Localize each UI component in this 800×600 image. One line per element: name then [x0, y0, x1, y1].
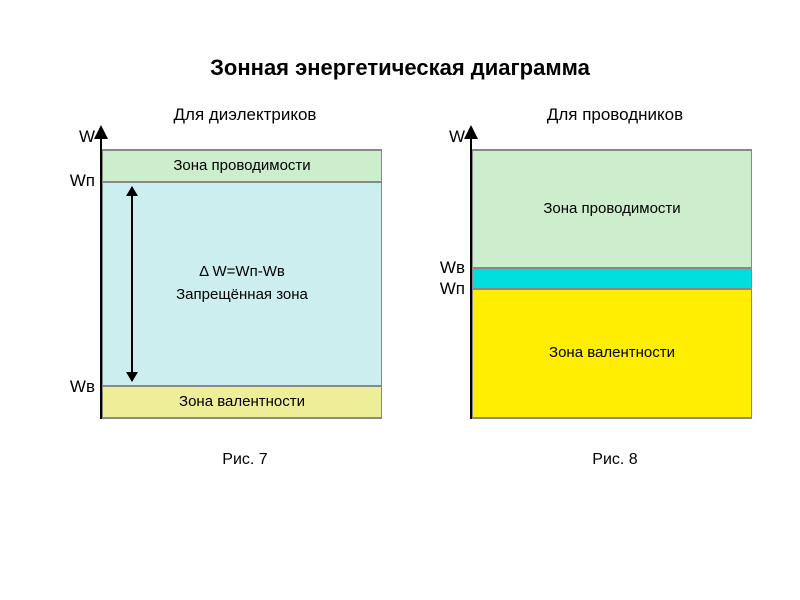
diagram-conductor: Для проводников W Wв Wп Зона проводимост… [420, 105, 760, 469]
axis-label-Wp: Wп [70, 171, 95, 191]
diagram-dielectric: Для диэлектриков W Wп Wв Зона проводимос… [50, 105, 390, 469]
band-gap: Δ W=Wп-Wв Запрещённая зона [103, 182, 381, 386]
bands-container: Зона проводимости Δ W=Wп-Wв Запрещённая … [102, 149, 382, 419]
band-conduction-label: Зона проводимости [173, 155, 310, 178]
band-gap-label: Запрещённая зона [176, 284, 308, 307]
bands-container: Зона проводимости Зона валентности [472, 149, 752, 419]
subtitle-left: Для диэлектриков [100, 105, 390, 125]
band-conduction: Зона проводимости [473, 150, 751, 268]
chart-right: W Wв Wп Зона проводимости Зона валентнос… [420, 129, 760, 439]
band-conduction: Зона проводимости [103, 150, 381, 182]
subtitle-right: Для проводников [470, 105, 760, 125]
y-axis-arrow-icon [94, 125, 108, 139]
band-valence: Зона валентности [473, 289, 751, 418]
band-overlap [473, 268, 751, 289]
band-conduction-label: Зона проводимости [543, 198, 680, 221]
caption-right: Рис. 8 [470, 451, 760, 469]
band-gap-formula: Δ W=Wп-Wв [199, 261, 285, 284]
axis-label-Wv: Wв [440, 258, 465, 278]
axis-label-Wp: Wп [440, 279, 465, 299]
axis-label-W: W [449, 127, 465, 147]
caption-left: Рис. 7 [100, 451, 390, 469]
band-valence-label: Зона валентности [549, 342, 675, 365]
gap-arrow-icon [131, 187, 133, 381]
main-title: Зонная энергетическая диаграмма [210, 55, 590, 81]
band-valence-label: Зона валентности [179, 391, 305, 414]
y-axis-arrow-icon [464, 125, 478, 139]
chart-left: W Wп Wв Зона проводимости Δ W=Wп-Wв Запр… [50, 129, 390, 439]
band-valence: Зона валентности [103, 386, 381, 418]
axis-label-W: W [79, 127, 95, 147]
axis-label-Wv: Wв [70, 377, 95, 397]
